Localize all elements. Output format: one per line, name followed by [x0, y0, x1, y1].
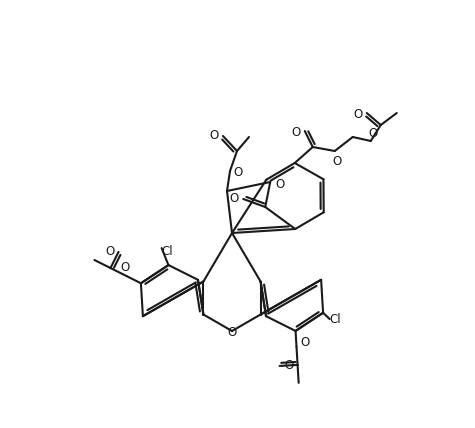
Text: O: O — [229, 193, 239, 205]
Text: Cl: Cl — [162, 244, 173, 258]
Text: O: O — [368, 127, 377, 140]
Text: O: O — [276, 178, 285, 191]
Text: Cl: Cl — [330, 312, 342, 326]
Text: O: O — [228, 327, 237, 339]
Text: O: O — [120, 261, 129, 273]
Text: O: O — [233, 166, 243, 178]
Text: O: O — [332, 155, 342, 167]
Text: O: O — [300, 336, 309, 349]
Text: O: O — [105, 245, 114, 259]
Text: O: O — [291, 125, 300, 139]
Text: O: O — [284, 360, 293, 372]
Text: O: O — [353, 107, 362, 121]
Text: O: O — [209, 128, 218, 142]
